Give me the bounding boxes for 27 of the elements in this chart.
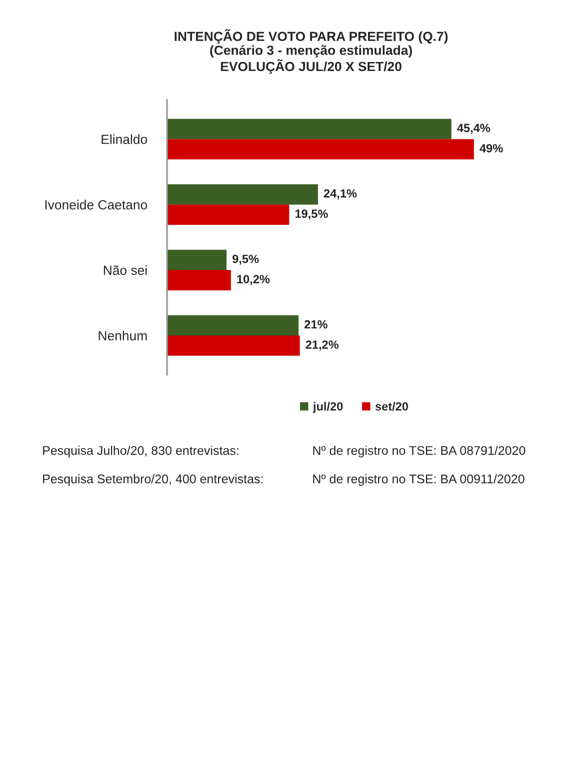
legend-label: jul/20 xyxy=(312,402,343,413)
bar xyxy=(167,250,227,270)
data-label: 10,2% xyxy=(237,275,270,286)
y-tick-label: Elinaldo xyxy=(102,134,148,144)
text: Nº de registro no TSE: BA 00911/2020 xyxy=(313,474,524,486)
bar xyxy=(167,118,452,140)
legend-label: set/20 xyxy=(375,402,408,411)
y-tick-label: Ivoneide Caetano xyxy=(45,200,148,210)
data-label: 21% xyxy=(304,320,328,329)
bar xyxy=(167,270,231,290)
bar xyxy=(167,184,318,205)
bar xyxy=(167,139,474,160)
data-label: 9,5% xyxy=(232,254,259,265)
y-tick-label: Não sei xyxy=(104,265,147,275)
bar xyxy=(167,336,300,356)
data-label: 24,1% xyxy=(324,189,357,200)
bar xyxy=(167,204,290,225)
y-tick-label: Nenhum xyxy=(98,330,147,340)
data-label: 19,5% xyxy=(295,210,328,220)
chart-title: INTENÇÃO DE VOTO PARA PREFEITO (Q.7) (Cenário 3 - menção estimulada) EVOLUÇÃO JUL/20 X SET/20 xyxy=(174,29,448,74)
text: Nº de registro no TSE: BA 08791/2020 xyxy=(313,446,526,458)
text: Pesquisa Julho/20, 830 entrevistas: xyxy=(43,446,238,458)
bar xyxy=(167,315,299,336)
data-label: 45,4% xyxy=(457,124,490,134)
data-label: 49% xyxy=(480,144,503,152)
text: Pesquisa Setembro/20, 400 entrevistas: xyxy=(43,474,263,486)
data-label: 21,2% xyxy=(306,340,339,351)
